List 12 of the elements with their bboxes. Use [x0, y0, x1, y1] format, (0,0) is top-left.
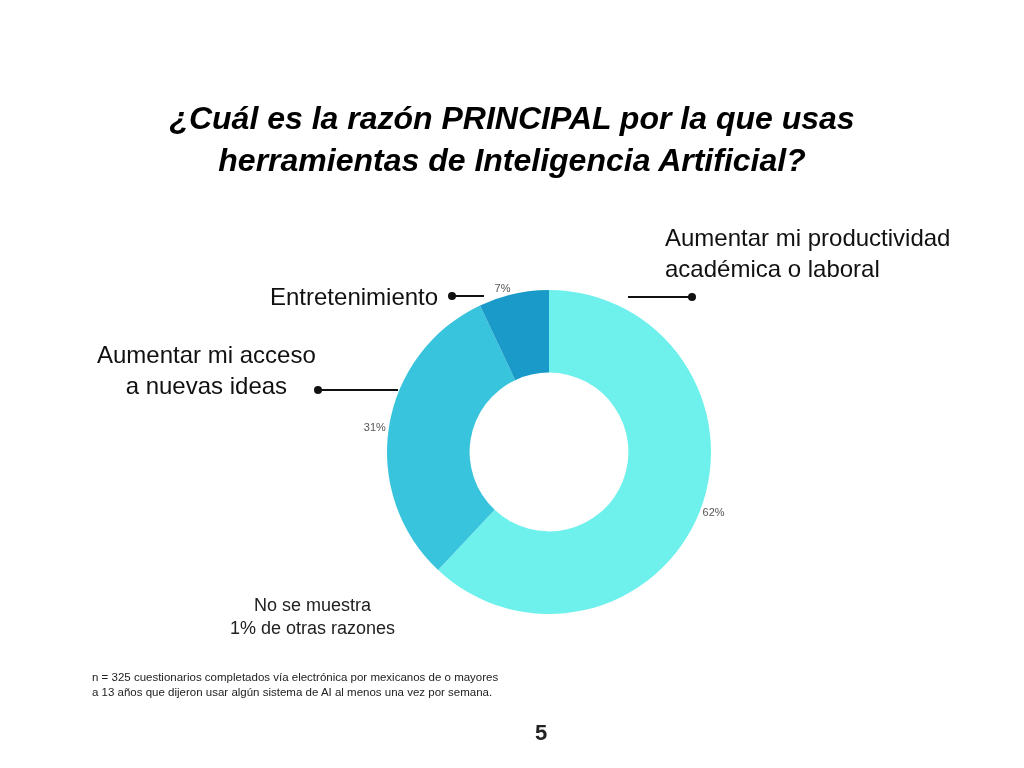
- data-label: 62%: [702, 506, 725, 519]
- data-label: 31%: [363, 420, 386, 433]
- slice-label: Entretenimiento: [270, 283, 439, 310]
- slice-label: Aumentar mi productividad académica o laboral: [665, 224, 951, 283]
- chart-title: ¿Cuál es la razón PRINCIPAL por la que usas herramientas de Inteligencia Artificial?: [169, 100, 855, 178]
- data-label: 7%: [494, 282, 511, 295]
- slice-label: Aumentar mi acceso a nuevas ideas: [97, 341, 316, 400]
- text: n = 325 cuestionarios completados vía electrónica por mexicanos de o mayores a 13 años que dijeron usar algún sistema de AI al menos una vez por semana.: [92, 671, 499, 698]
- text: 5: [535, 720, 548, 745]
- donut-slice: [387, 305, 516, 571]
- donut-slice: [480, 290, 549, 381]
- text: No se muestra 1% de otras razones: [230, 595, 396, 639]
